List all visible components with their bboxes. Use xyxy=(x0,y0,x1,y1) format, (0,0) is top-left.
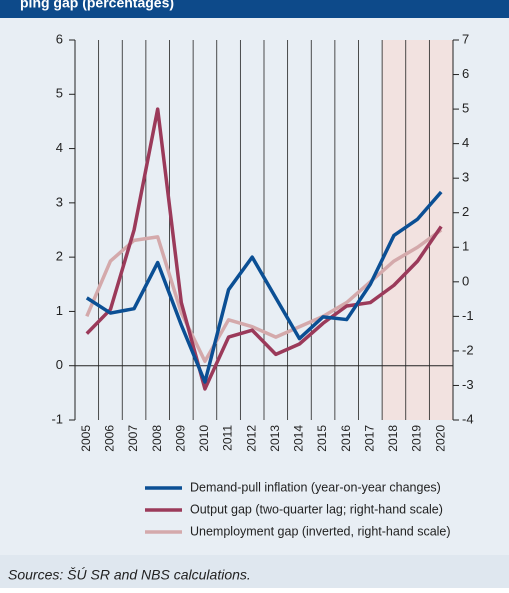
series-line xyxy=(85,228,443,364)
x-tick-label: 2013 xyxy=(268,425,282,452)
x-tick-label: 2014 xyxy=(292,425,306,452)
x-tick-label: 2017 xyxy=(362,425,376,452)
y2-tick-label: -2 xyxy=(462,342,474,357)
x-tick-label: 2012 xyxy=(244,425,258,452)
y2-tick-label: -3 xyxy=(462,377,474,392)
y2-tick-label: 0 xyxy=(462,273,469,288)
legend-label: Unemployment gap (inverted, right-hand s… xyxy=(190,524,451,538)
chart-title: ping gap (percentages) xyxy=(20,0,174,11)
x-tick-label: 2008 xyxy=(150,425,164,452)
legend-label: Output gap (two-quarter lag; right-hand … xyxy=(190,502,443,516)
y2-tick-label: 2 xyxy=(462,204,469,219)
y-tick-label: 5 xyxy=(56,86,63,101)
y-tick-label: 3 xyxy=(56,194,63,209)
series-line xyxy=(85,190,443,384)
x-tick-label: 2018 xyxy=(386,425,400,452)
x-tick-label: 2010 xyxy=(197,425,211,452)
x-tick-label: 2015 xyxy=(315,425,329,452)
y2-tick-label: 4 xyxy=(462,135,469,150)
y-tick-label: 1 xyxy=(56,303,63,318)
x-tick-label: 2019 xyxy=(410,425,424,452)
y2-tick-label: -1 xyxy=(462,308,474,323)
x-tick-label: 2005 xyxy=(79,425,93,452)
legend-label: Demand-pull inflation (year-on-year chan… xyxy=(190,480,441,494)
x-tick-label: 2020 xyxy=(433,425,447,452)
y-tick-label: -1 xyxy=(51,411,63,426)
y2-tick-label: 6 xyxy=(462,66,469,81)
y2-tick-label: 3 xyxy=(462,170,469,185)
y-tick-label: 0 xyxy=(56,357,63,372)
x-tick-label: 2016 xyxy=(339,425,353,452)
y2-tick-label: 7 xyxy=(462,31,469,46)
x-tick-label: 2009 xyxy=(173,425,187,452)
series-line xyxy=(85,107,443,391)
y-tick-label: 4 xyxy=(56,140,63,155)
x-tick-label: 2011 xyxy=(221,425,235,451)
source: Sources: ŠÚ SR and NBS calculations. xyxy=(8,567,251,583)
y-tick-label: 2 xyxy=(56,249,63,264)
y2-tick-label: -4 xyxy=(462,411,474,426)
title-banner xyxy=(0,0,509,18)
y2-tick-label: 5 xyxy=(462,101,469,116)
y2-tick-label: 1 xyxy=(462,239,469,254)
y-tick-label: 6 xyxy=(56,31,63,46)
footer xyxy=(0,555,509,588)
forecast-shade xyxy=(382,40,453,420)
x-tick-label: 2007 xyxy=(126,425,140,452)
x-tick-label: 2006 xyxy=(103,425,117,452)
